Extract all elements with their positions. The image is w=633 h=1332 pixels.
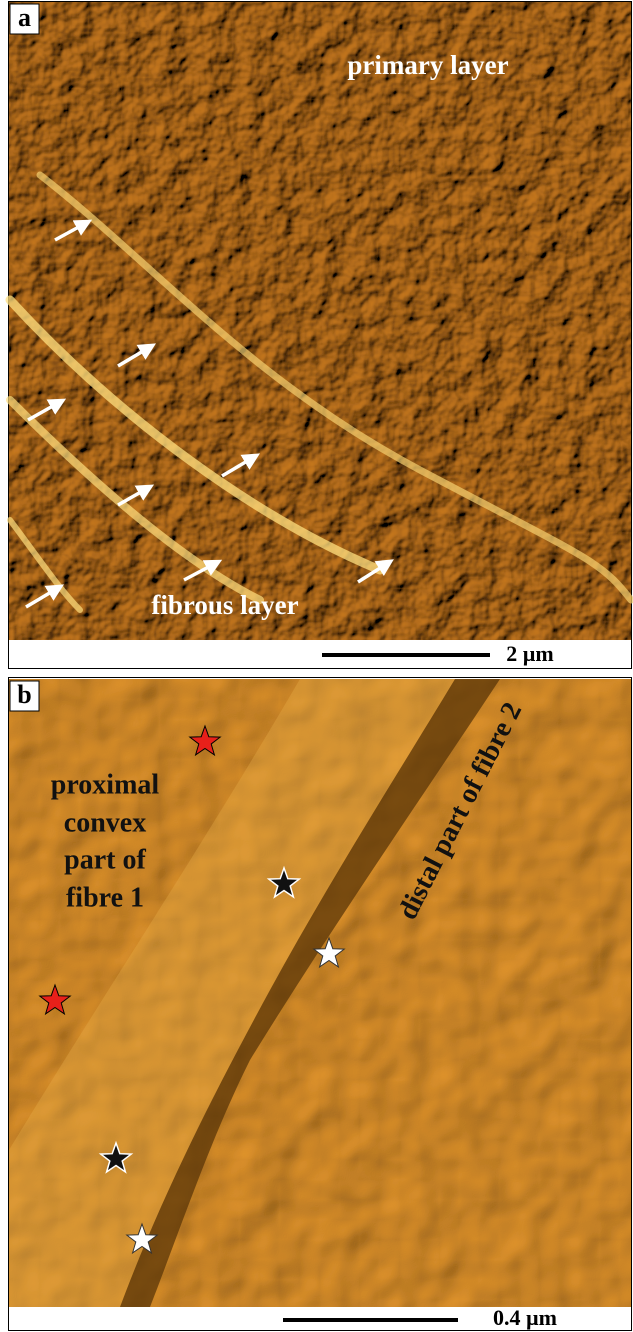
annotation-line: convex	[64, 807, 146, 838]
annotation-line: fibre 1	[66, 882, 144, 913]
scale-label: 0.4 µm	[493, 1305, 557, 1330]
panel-b: b proximal convex part of fibre 1 distal…	[9, 678, 632, 1331]
annotation-line: proximal	[51, 769, 160, 800]
figure: a primary layer fibrous layer 2 µm b pro…	[0, 0, 633, 1332]
annotation: primary layer	[347, 50, 508, 80]
panel-label: a	[18, 3, 31, 32]
scale-label: 2 µm	[506, 641, 554, 666]
panel-a: a primary layer fibrous layer 2 µm	[9, 2, 632, 669]
annotation-line: part of	[64, 844, 146, 875]
panel-label: b	[17, 680, 31, 709]
annotation: fibrous layer	[151, 590, 298, 620]
